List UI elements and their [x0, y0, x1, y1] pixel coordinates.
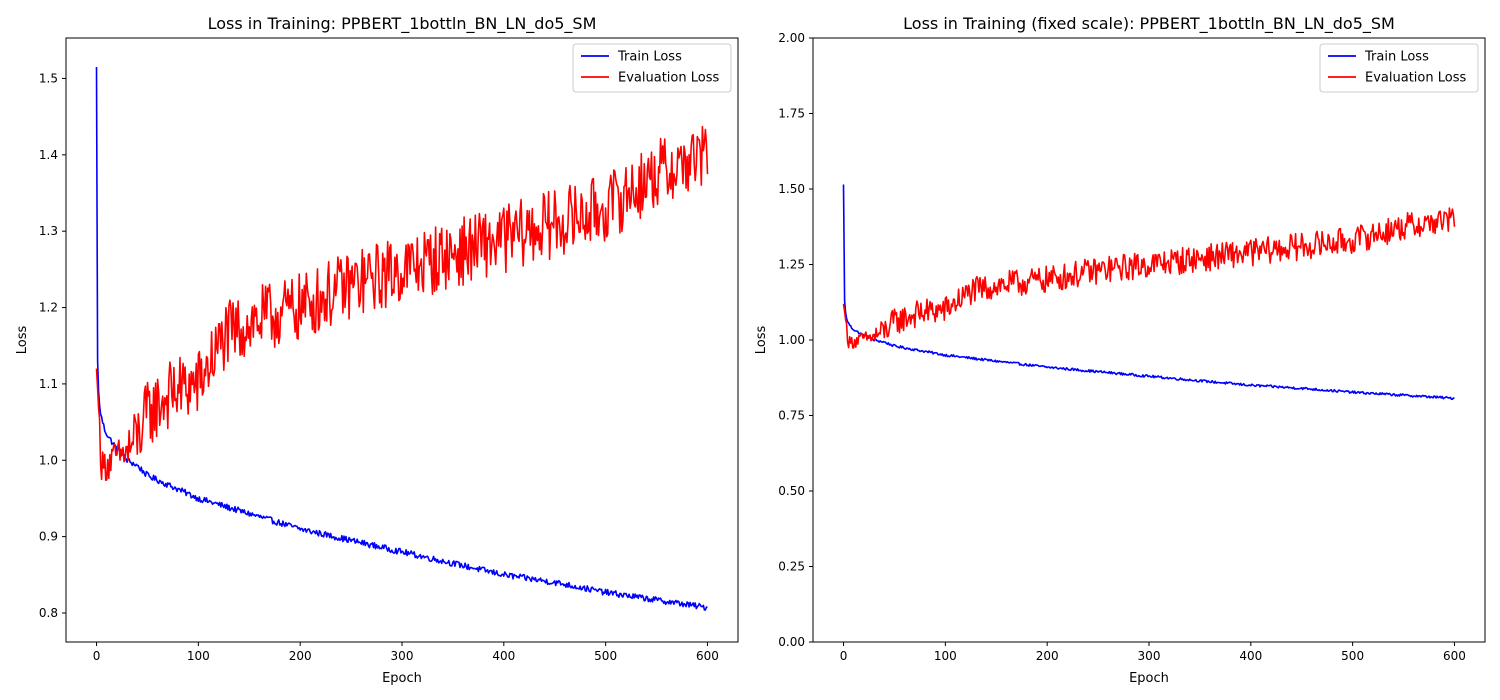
x-tick-label: 600: [1443, 649, 1466, 663]
series-line-train-loss: [95, 66, 708, 611]
legend: Train Loss Evaluation Loss: [1319, 43, 1479, 93]
legend-label: Evaluation Loss: [1365, 71, 1466, 86]
y-tick-label: 1.4: [39, 148, 58, 162]
chart-title: Loss in Training: PPBERT_1bottln_BN_LN_d…: [208, 14, 597, 34]
y-tick-label: 0.9: [39, 530, 58, 544]
y-tick-label: 0.75: [778, 409, 805, 423]
y-tick-label: 1.5: [39, 71, 58, 85]
y-tick-label: 0.25: [778, 560, 805, 574]
legend-label: Train Loss: [617, 50, 682, 65]
y-axis-label: Loss: [15, 326, 30, 355]
legend-label: Train Loss: [1364, 50, 1429, 65]
x-axis-label: Epoch: [382, 671, 422, 686]
chart-left: 0 100 200 300 400 500 600 0.8 0.9 1.0 1.1 1.2 1.3 1.4…: [15, 14, 739, 686]
x-tick-label: 500: [594, 649, 617, 663]
series-line-evaluation-loss: [95, 125, 709, 481]
chart-right: 0 100 200 300 400 500 600 0.00 0.25 0.50 0.75 1.00 1…: [754, 14, 1486, 686]
x-tick-label: 300: [391, 649, 414, 663]
x-tick-label: 100: [934, 649, 957, 663]
legend-label: Evaluation Loss: [618, 71, 719, 86]
y-tick-label: 1.3: [39, 224, 58, 238]
y-tick-label: 1.2: [39, 301, 58, 315]
x-tick-label: 200: [1036, 649, 1059, 663]
series-line-train-loss: [842, 184, 1455, 400]
y-tick-label: 2.00: [778, 31, 805, 45]
x-tick-label: 300: [1138, 649, 1161, 663]
y-axis-label: Loss: [754, 326, 769, 355]
x-tick-label: 100: [187, 649, 210, 663]
x-tick-label: 600: [696, 649, 719, 663]
chart-title: Loss in Training (fixed scale): PPBERT_1…: [903, 14, 1395, 34]
legend: Train Loss Evaluation Loss: [572, 43, 732, 93]
y-tick-label: 0.00: [778, 635, 805, 649]
x-tick-label: 400: [492, 649, 515, 663]
x-axis-label: Epoch: [1129, 671, 1169, 686]
x-tick-label: 200: [289, 649, 312, 663]
y-tick-label: 1.0: [39, 453, 58, 467]
x-tick-label: 0: [840, 649, 848, 663]
y-tick-label: 0.50: [778, 484, 805, 498]
x-tick-label: 500: [1341, 649, 1364, 663]
y-tick-label: 0.8: [39, 606, 58, 620]
x-tick-label: 400: [1239, 649, 1262, 663]
y-tick-label: 1.25: [778, 258, 805, 272]
y-tick-label: 1.75: [778, 107, 805, 121]
y-tick-label: 1.00: [778, 333, 805, 347]
y-tick-label: 1.50: [778, 182, 805, 196]
y-tick-label: 1.1: [39, 377, 58, 391]
x-tick-label: 0: [93, 649, 101, 663]
series-line-evaluation-loss: [842, 207, 1456, 349]
